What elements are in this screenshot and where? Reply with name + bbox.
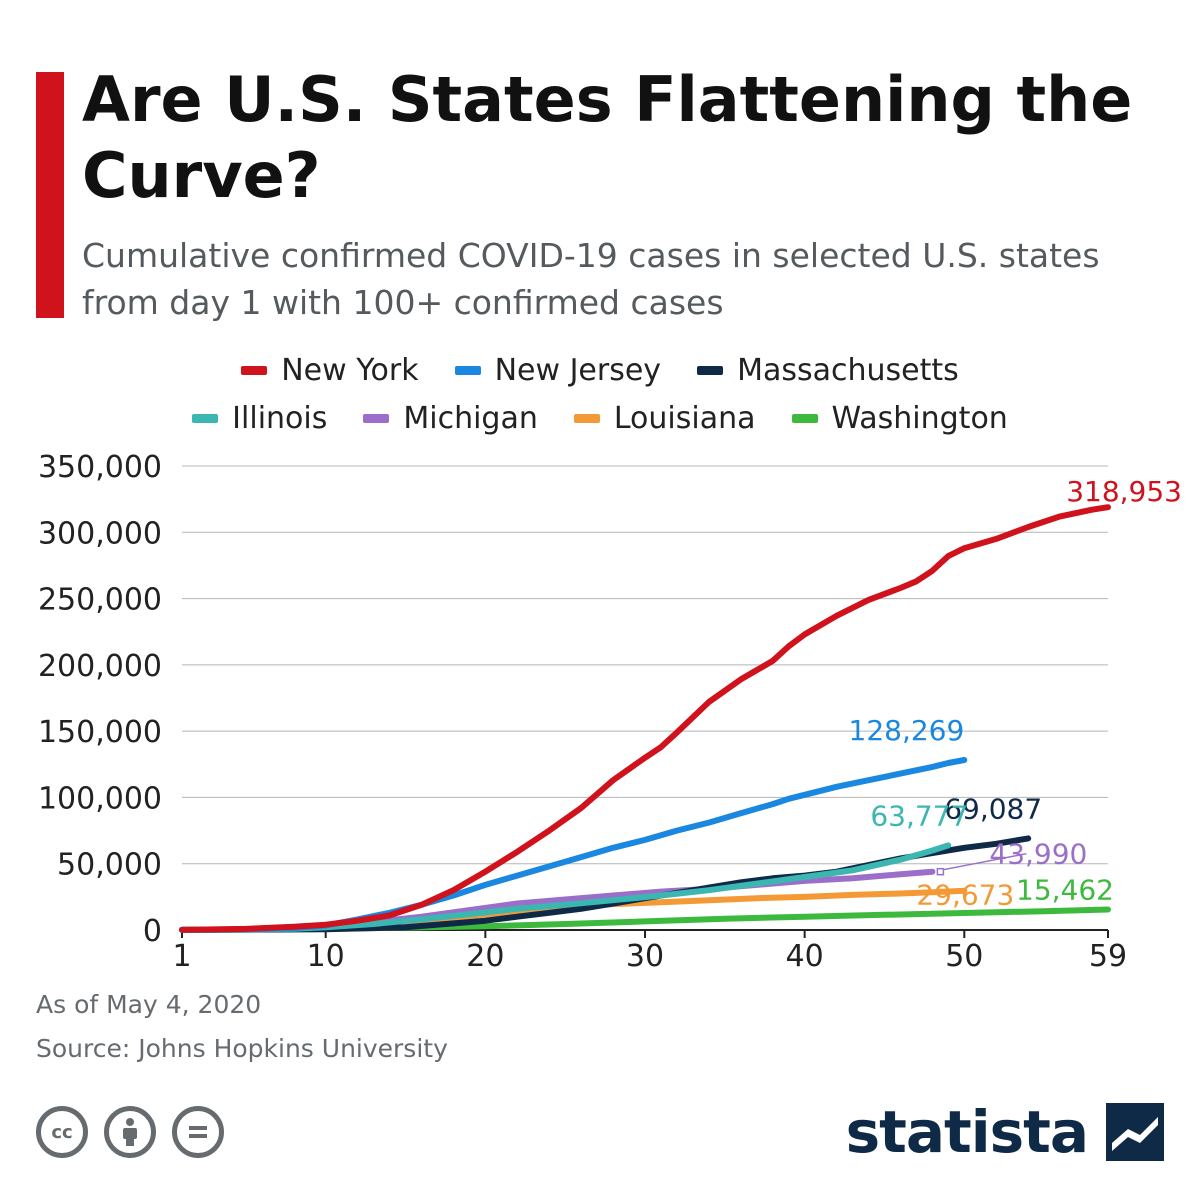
legend-item-massachusetts: Massachusetts (697, 353, 959, 388)
chart-legend: New York New Jersey Massachusetts Illino… (0, 346, 1200, 442)
legend-label-illinois: Illinois (232, 400, 328, 436)
legend-row-1: New York New Jersey Massachusetts (0, 346, 1200, 394)
equals-icon (189, 1126, 207, 1138)
x-tick-label: 50 (945, 939, 983, 974)
license-icons: cc (36, 1106, 224, 1158)
legend-label-new-york: New York (281, 352, 419, 388)
legend-swatch-washington (791, 413, 818, 423)
michigan-leader-marker (936, 867, 945, 876)
data-label-massachusetts: 69,087 (944, 792, 1042, 825)
legend-swatch-illinois (192, 413, 219, 423)
source-note: Source: Johns Hopkins University (36, 1034, 448, 1063)
x-tick-label: 40 (786, 939, 824, 974)
line-chart: 0 50,000 100,000 150,000 200,000 250,000 300,0… (38, 450, 1182, 974)
legend-label-new-jersey: New Jersey (494, 352, 662, 388)
legend-item-new-york: New York (241, 352, 419, 388)
y-tick-label: 50,000 (57, 848, 162, 883)
y-tick-label: 350,000 (38, 450, 162, 485)
legend-label-washington: Washington (831, 400, 1008, 436)
y-tick-label: 100,000 (38, 781, 162, 816)
x-tick-label: 59 (1089, 939, 1127, 974)
x-tick-label: 20 (466, 939, 504, 974)
data-label-illinois: 63,777 (870, 799, 968, 832)
y-tick-label: 250,000 (38, 583, 162, 618)
data-label-new-york: 318,953 (1066, 475, 1182, 508)
legend-swatch-new-york (241, 365, 268, 375)
cc-icon[interactable]: cc (36, 1106, 88, 1158)
x-tick-label: 10 (307, 939, 345, 974)
data-label-michigan: 43,990 (989, 838, 1087, 871)
y-tick-label: 0 (143, 914, 162, 949)
series-line-michigan (179, 868, 936, 933)
series-line-new-york (179, 504, 1111, 933)
chart-title: Are U.S. States Flattening the Curve? (82, 63, 1133, 212)
legend-item-new-jersey: New Jersey (454, 352, 662, 388)
legend-swatch-louisiana (573, 413, 600, 423)
michigan-leader-line (943, 852, 1027, 871)
person-icon (123, 1118, 137, 1146)
attribution-icon[interactable] (104, 1106, 156, 1158)
title-accent-bar (36, 72, 64, 318)
date-note: As of May 4, 2020 (36, 990, 262, 1019)
legend-row-2: Illinois Michigan Louisiana Washington (0, 394, 1200, 442)
data-label-new-jersey: 128,269 (849, 714, 965, 747)
legend-item-washington: Washington (791, 400, 1008, 436)
legend-swatch-massachusetts (697, 365, 724, 375)
statista-brand[interactable]: statista (846, 1098, 1164, 1166)
legend-item-michigan: Michigan (363, 401, 538, 436)
y-tick-label: 300,000 (38, 516, 162, 551)
legend-label-massachusetts: Massachusetts (737, 352, 959, 388)
legend-item-louisiana: Louisiana (573, 400, 756, 436)
legend-label-louisiana: Louisiana (613, 400, 756, 436)
legend-swatch-michigan (363, 413, 390, 423)
chart-subtitle: Cumulative confirmed COVID-19 cases in s… (82, 236, 1100, 322)
brand-wordmark: statista (845, 1098, 1089, 1166)
no-derivatives-icon[interactable] (172, 1106, 224, 1158)
legend-label-michigan: Michigan (403, 400, 538, 436)
y-tick-label: 150,000 (38, 715, 162, 750)
x-tick-label: 30 (626, 939, 664, 974)
x-tick-label: 1 (172, 939, 191, 974)
legend-swatch-new-jersey (454, 365, 481, 375)
data-label-louisiana: 29,673 (916, 879, 1014, 912)
y-tick-label: 200,000 (38, 649, 162, 684)
legend-item-illinois: Illinois (192, 401, 327, 436)
data-label-washington: 15,462 (1016, 874, 1114, 907)
statista-logo-icon (1106, 1103, 1164, 1161)
